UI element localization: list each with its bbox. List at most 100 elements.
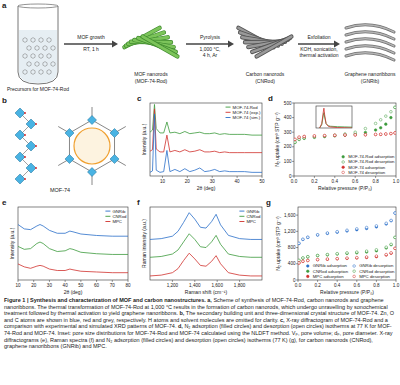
marker [385,222,388,225]
y-tick [292,103,294,104]
y-tick-label: 500 [284,101,292,106]
series-line [150,213,262,240]
marker [365,256,368,259]
marker [374,133,377,136]
hexagon [43,46,47,51]
zn-polyhedron [15,174,25,184]
marker [323,134,326,137]
marker [375,248,378,251]
zn-polyhedron [65,155,74,164]
legend-swatch [226,112,231,113]
marker [394,236,396,239]
x-axis-label: Relative pressure (P/P₀) [318,185,372,191]
marker [307,256,310,259]
marker [336,231,339,234]
marker [346,257,349,260]
panel-letter: d [268,94,273,103]
panel-letter: a [2,1,7,10]
step-label: 4 h, Ar [203,52,218,58]
series-line [150,109,262,153]
x-tick [18,280,19,282]
x-tick-label: 1,400 [189,283,201,288]
zn-polyhedron [110,155,119,164]
legend: MOF-74-Rod adsorptionMOF-74-Rod desorpti… [342,154,395,175]
x-tick [356,280,357,282]
marker [313,135,316,138]
x-tick [314,176,315,178]
x-tick-label: 0.4 [332,179,339,184]
hexagon [23,70,27,75]
marker [390,116,393,119]
legend-label: MPC [112,219,122,224]
legend-swatch [105,211,110,212]
y-tick [292,176,294,177]
precursor-label: Precursors for MOF-74-Rod [7,86,69,92]
legend-swatch [105,221,110,222]
x-tick-label: 80 [125,283,131,288]
step-label: RT, 1 h [83,46,99,52]
zn-polyhedron [88,116,97,125]
legend-entry: MPC [105,219,122,224]
legend-swatch [239,211,244,212]
x-tick [294,176,295,178]
x-tick-label: 0.0 [295,283,302,288]
hexagon [51,46,55,51]
x-tick-label: 10 [15,283,21,288]
marker [316,254,319,257]
x-tick [194,280,195,282]
marker [294,141,296,144]
hexagon [47,70,51,75]
marker [316,258,319,261]
legend-swatch [353,265,356,268]
marker [346,257,349,260]
carbon-rod [257,37,292,57]
marker [334,134,337,137]
marker [294,141,296,144]
marker [298,242,300,245]
hexagon [39,70,43,75]
x-axis-label: Raman shift (cm⁻¹) [185,289,228,295]
marker [364,134,367,137]
arrow [64,43,113,45]
x-tick-label: 1.0 [393,283,400,288]
marker [298,242,300,245]
hexagon [39,38,43,43]
x-tick [172,280,173,282]
marker [316,254,319,257]
marker [385,223,388,226]
marker [390,219,393,222]
plot-frame [150,103,262,176]
marker [307,236,310,239]
y-tick-label: 300 [284,130,292,135]
series-line [150,114,262,172]
legend-swatch [239,216,244,217]
marker [302,257,305,260]
caption-panel-label: c, [280,317,285,323]
linker [69,120,92,133]
plot-frame [150,207,262,280]
plot-data [150,104,262,172]
y-tick [292,161,294,162]
x-tick-label: 70 [110,283,116,288]
caption-panel-label: b, [180,310,185,316]
x-tick-label: 20 [31,283,37,288]
y-tick-label: 200 [284,144,292,149]
legend-swatch [306,270,309,273]
marker [344,134,347,137]
x-tick-label: 10 [160,179,166,184]
hexagon [31,38,35,43]
y-tick-label: 400 [284,115,292,120]
marker [294,138,296,141]
hexagon [27,46,31,51]
x-tick [298,280,299,282]
hexagon [35,62,39,67]
marker [336,258,339,261]
marker [385,246,388,249]
legend: GNRibCNRodMPC [239,209,261,224]
series-line [18,225,128,237]
product-label: (MOF-74-Rod) [135,78,168,84]
carbon-rod [257,37,292,57]
marker [298,136,301,139]
zn-polyhedron [15,108,25,118]
x-tick [334,176,335,178]
